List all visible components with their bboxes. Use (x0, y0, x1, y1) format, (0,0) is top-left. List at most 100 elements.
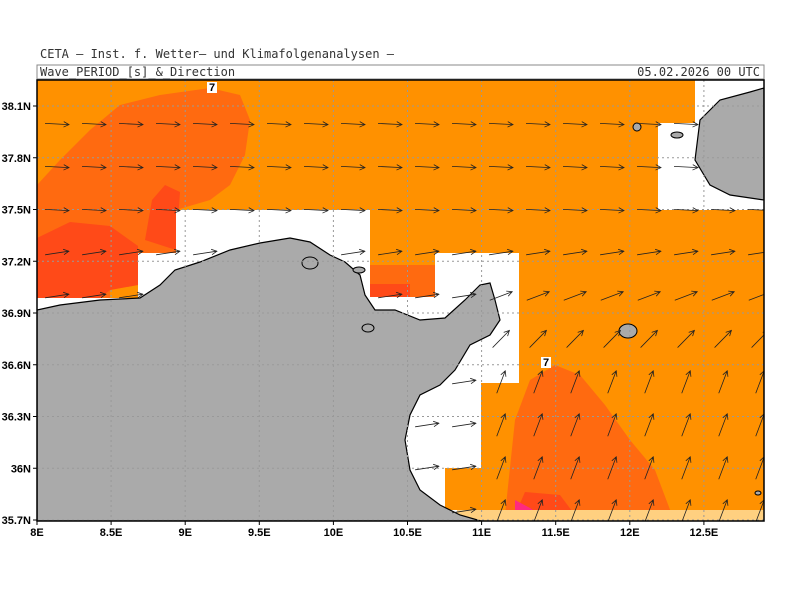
arrow (489, 248, 514, 256)
arrow (45, 291, 70, 299)
arrow (452, 420, 477, 428)
arrow (644, 369, 655, 394)
arrow (266, 121, 292, 128)
period-fill-high (505, 365, 672, 515)
arrow (266, 207, 292, 214)
arrow (562, 207, 588, 214)
arrow (451, 207, 477, 214)
arrow (82, 291, 107, 299)
arrow (644, 455, 655, 480)
arrow (303, 164, 329, 171)
arrow (681, 412, 692, 437)
arrow (81, 164, 107, 171)
arrow (566, 329, 585, 348)
arrow (710, 207, 736, 214)
arrow (570, 455, 581, 480)
arrow (452, 463, 477, 471)
arrow (533, 455, 544, 480)
arrow (755, 413, 764, 437)
arrow (118, 164, 144, 171)
arrow (229, 207, 255, 214)
arrow (526, 248, 551, 256)
arrow (340, 164, 366, 171)
arrow (755, 456, 764, 480)
lat-label: 37.2N (2, 256, 31, 268)
arrow (599, 207, 625, 214)
arrow (45, 248, 70, 256)
arrow (266, 164, 292, 171)
arrow (414, 121, 440, 128)
plot-frame (36, 79, 765, 522)
arrow (193, 248, 218, 256)
arrow (82, 248, 107, 256)
arrow (44, 207, 70, 214)
lon-label: 12.5E (690, 527, 719, 539)
arrow (192, 121, 218, 128)
lat-label: 35.7N (2, 515, 31, 527)
arrow (563, 248, 588, 256)
arrow (496, 412, 507, 437)
arrow (718, 369, 729, 394)
arrow (377, 207, 403, 214)
arrow (673, 121, 699, 128)
island (301, 122, 762, 496)
arrow (640, 329, 659, 348)
arrow (415, 291, 440, 299)
lon-label: 11E (472, 527, 491, 539)
arrow (415, 248, 440, 256)
period-fill-peak (37, 185, 180, 298)
arrow (525, 207, 551, 214)
arrow (533, 412, 544, 437)
arrow (636, 207, 662, 214)
arrow (711, 290, 736, 301)
arrow (748, 294, 764, 301)
lat-label: 36.9N (2, 308, 31, 320)
arrow (415, 463, 440, 471)
lat-label: 36.3N (2, 412, 31, 424)
arrow (636, 121, 662, 128)
arrow (562, 164, 588, 171)
arrow (681, 369, 692, 394)
arrow (607, 412, 618, 437)
arrow (229, 121, 255, 128)
map-title: Wave_PERIOD_[s]_&_Direction (40, 65, 235, 79)
arrow (44, 121, 70, 128)
arrow (496, 455, 507, 480)
arrow (155, 121, 181, 128)
arrow (607, 455, 618, 480)
arrow (341, 248, 366, 256)
lon-label: 10.5E (393, 527, 422, 539)
arrow (156, 248, 181, 256)
arrow (488, 164, 514, 171)
arrow (303, 207, 329, 214)
arrow (748, 251, 764, 256)
arrow (118, 121, 144, 128)
lon-label: 9E (178, 527, 191, 539)
arrow (492, 329, 511, 348)
lon-label: 8.5E (100, 527, 123, 539)
arrow (377, 164, 403, 171)
arrow (81, 207, 107, 214)
lon-label: 11.5E (542, 527, 570, 539)
lon-label: 8E (30, 527, 43, 539)
arrow (229, 164, 255, 171)
arrow (599, 121, 625, 128)
arrow (570, 412, 581, 437)
lat-label: 37.5N (2, 205, 31, 217)
lat-label: 36N (11, 463, 31, 475)
arrow (415, 420, 440, 428)
arrow (118, 207, 144, 214)
arrow (452, 506, 477, 514)
arrow (451, 121, 477, 128)
arrow (755, 370, 764, 394)
arrow (155, 164, 181, 171)
arrow (414, 207, 440, 214)
arrow (718, 498, 729, 521)
arrow (637, 248, 662, 256)
arrow (340, 121, 366, 128)
arrow (644, 412, 655, 437)
source-label: CETA – Inst. f. Wetter– und Klimafolgena… (40, 47, 395, 61)
lon-label: 10E (324, 527, 344, 539)
arrow (600, 290, 625, 301)
